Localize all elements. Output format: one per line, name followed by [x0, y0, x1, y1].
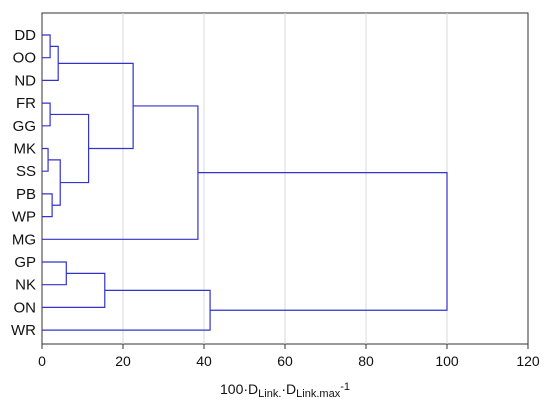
x-axis-title-part: Link.max	[296, 388, 341, 400]
leaf-label: ON	[14, 299, 37, 316]
x-axis-title-part: -1	[340, 381, 350, 393]
x-tick-label: 120	[516, 353, 540, 369]
leaf-label: ND	[14, 72, 36, 89]
x-axis: 0 20 40 60 80 100 120	[38, 344, 540, 369]
leaf-label: SS	[16, 163, 36, 180]
leaf-label: WP	[12, 209, 36, 226]
x-axis-title: 100·DLink.·DLink.max-1	[220, 381, 350, 400]
x-axis-title-part: ·D	[281, 381, 296, 397]
x-axis-title-part: 100·D	[220, 381, 258, 397]
leaf-labels: DD OO ND FR GG MK SS PB WP MG GP NK ON WR	[11, 27, 36, 339]
leaf-label: FR	[16, 95, 36, 112]
x-tick-label: 20	[115, 353, 131, 369]
leaf-label: MG	[12, 231, 36, 248]
x-tick-label: 40	[196, 353, 212, 369]
leaf-label: PB	[16, 186, 36, 203]
x-tick-label: 0	[38, 353, 46, 369]
x-tick-label: 80	[358, 353, 374, 369]
leaf-label: WR	[11, 322, 36, 339]
dendrogram-links	[42, 34, 448, 331]
leaf-label: GP	[14, 254, 36, 271]
x-axis-title-part: Link.	[258, 388, 281, 400]
dendrogram-link	[197, 172, 448, 311]
x-tick-label: 100	[435, 353, 459, 369]
leaf-label: DD	[14, 27, 36, 44]
leaf-label: NK	[15, 277, 36, 294]
leaf-label: OO	[13, 50, 36, 67]
leaf-label: MK	[14, 141, 37, 158]
leaf-label: GG	[13, 118, 36, 135]
x-tick-label: 60	[277, 353, 293, 369]
